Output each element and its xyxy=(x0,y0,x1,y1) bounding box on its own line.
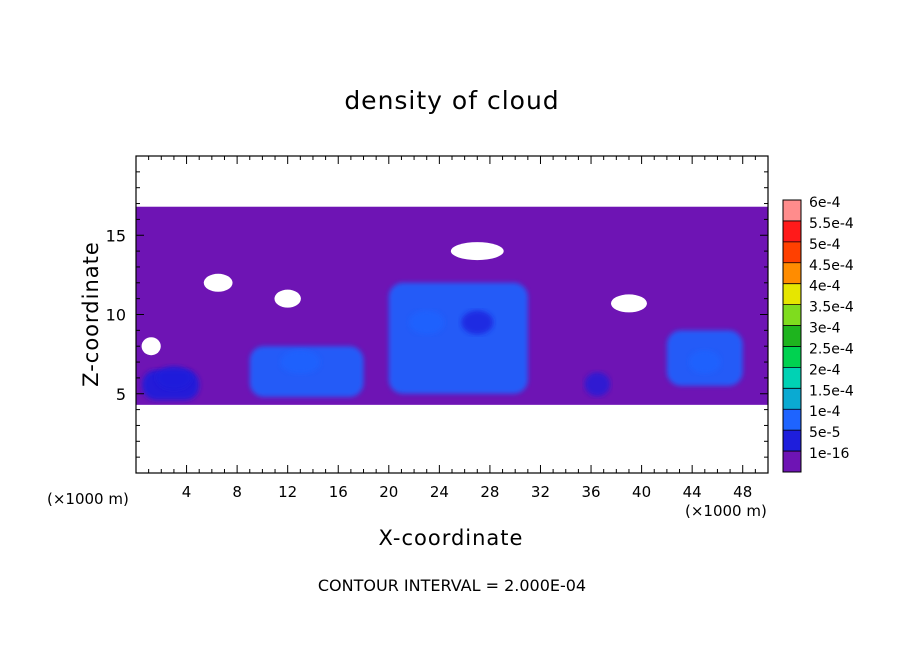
colorbar-label: 4.5e-4 xyxy=(809,258,854,274)
cloud-core xyxy=(280,350,321,375)
cloud-core xyxy=(688,350,721,375)
colorbar-swatch xyxy=(783,283,801,305)
colorbar-swatch xyxy=(783,430,801,452)
x-tick-label: 8 xyxy=(232,483,242,501)
colorbar-label: 4e-4 xyxy=(809,279,841,295)
clear-gap xyxy=(610,294,647,313)
colorbar-swatch xyxy=(783,304,801,326)
chart-title: density of cloud xyxy=(344,86,560,115)
x-tick-label: 24 xyxy=(430,483,449,501)
y-tick-label: 5 xyxy=(116,385,126,404)
clear-gap xyxy=(450,242,504,261)
x-axis-label: X-coordinate xyxy=(378,526,524,550)
colorbar-label: 2.5e-4 xyxy=(809,341,854,357)
x-tick-label: 20 xyxy=(379,483,398,501)
colorbar-swatch xyxy=(783,451,801,472)
x-tick-label: 48 xyxy=(733,483,752,501)
x-tick-label: 40 xyxy=(632,483,651,501)
colorbar-label: 3e-4 xyxy=(809,321,841,337)
colorbar-swatch xyxy=(783,346,801,368)
clear-gap xyxy=(274,289,301,308)
cloud-core xyxy=(584,372,611,397)
y-tick-label: 15 xyxy=(106,226,126,245)
colorbar-label: 6e-4 xyxy=(809,195,841,211)
y-axis-ticks: 5 10 15 xyxy=(106,171,768,458)
x-tick-label: 28 xyxy=(480,483,499,501)
colorbar-swatch xyxy=(783,409,801,431)
cloud-core xyxy=(409,310,445,335)
colorbar-swatch xyxy=(783,388,801,410)
colorbar-swatch xyxy=(783,325,801,347)
colorbar-label: 5e-4 xyxy=(809,237,841,253)
colorbar-label: 1.5e-4 xyxy=(809,383,854,399)
colorbar-label: 5.5e-4 xyxy=(809,216,854,232)
y-tick-label: 10 xyxy=(106,306,126,325)
colorbar-label: 2e-4 xyxy=(809,362,841,378)
x-tick-label: 36 xyxy=(581,483,600,501)
colorbar: 6e-4 5.5e-4 5e-4 4.5e-4 4e-4 3.5e-4 3e-4 2.5e-4… xyxy=(782,195,854,473)
cloud-core xyxy=(461,310,494,335)
x-axis-ticks: 4 8 12 16 20 24 28 32 36 40 44 48 xyxy=(148,156,756,501)
colorbar-label: 5e-5 xyxy=(809,425,840,441)
x-tick-label: 4 xyxy=(182,483,192,501)
colorbar-swatch xyxy=(783,241,801,263)
colorbar-label: 1e-16 xyxy=(809,446,849,462)
x-tick-label: 12 xyxy=(278,483,297,501)
colorbar-swatch xyxy=(783,200,801,221)
clear-gap xyxy=(141,337,161,356)
colorbar-swatch xyxy=(783,262,801,284)
x-unit-label-right: (×1000 m) xyxy=(685,502,767,520)
x-unit-label-left: (×1000 m) xyxy=(47,490,129,508)
clear-gap xyxy=(203,273,233,292)
x-tick-label: 32 xyxy=(531,483,550,501)
contour-interval-note: CONTOUR INTERVAL = 2.000E-04 xyxy=(317,576,587,595)
cloud-core xyxy=(156,365,192,390)
colorbar-border xyxy=(782,199,802,473)
colorbar-swatch xyxy=(783,220,801,242)
cloud-region xyxy=(388,282,528,394)
x-tick-label: 44 xyxy=(683,483,702,501)
colorbar-swatch xyxy=(783,367,801,389)
x-tick-label: 16 xyxy=(329,483,348,501)
colorbar-label: 1e-4 xyxy=(809,404,841,420)
colorbar-label: 3.5e-4 xyxy=(809,300,854,316)
cloud-density-field xyxy=(136,206,768,405)
